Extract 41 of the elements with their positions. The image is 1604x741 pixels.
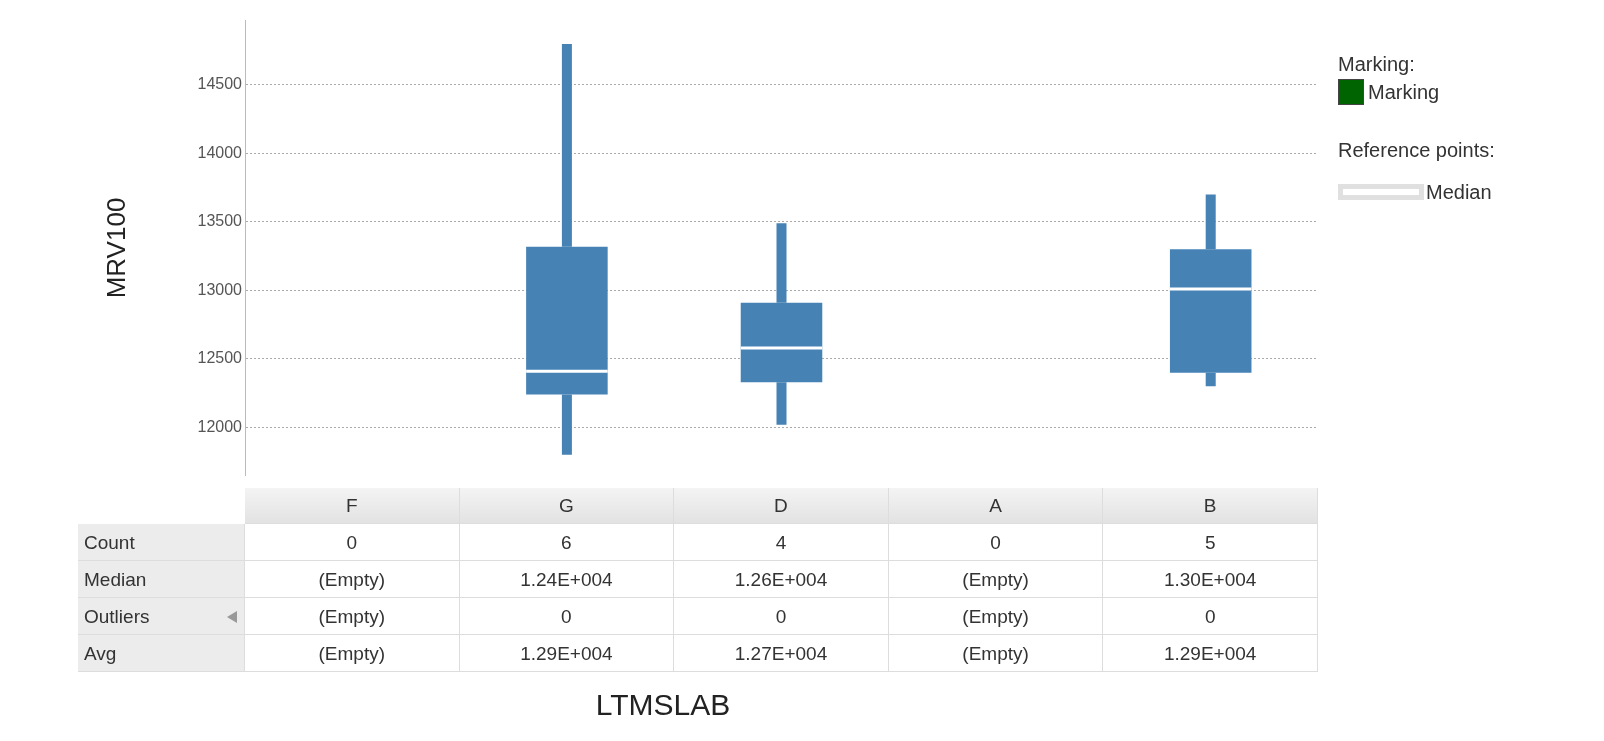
text: 1.29E+004 <box>1163 643 1257 664</box>
text: Avg <box>84 643 117 664</box>
text: 1.27E+004 <box>734 643 828 664</box>
text: 0 <box>561 606 572 627</box>
text: Count <box>84 532 135 553</box>
y-axis-title: MRV100 <box>100 197 131 299</box>
text: (Empty) <box>318 569 386 590</box>
text: 0 <box>775 606 787 627</box>
y-tick-label: 13000 <box>197 280 243 298</box>
text: Marking <box>1368 80 1440 105</box>
text: 6 <box>561 532 572 553</box>
x-tick-label: G <box>459 488 675 524</box>
text: 4 <box>775 532 787 553</box>
text: 1.29E+004 <box>520 643 613 664</box>
text: 0 <box>990 532 1001 553</box>
text: 5 <box>1204 532 1216 553</box>
text: (Empty) <box>962 606 1029 627</box>
text: (Empty) <box>318 643 386 664</box>
text: Median <box>84 569 147 590</box>
y-tick-label: 12500 <box>197 349 243 367</box>
x-tick-label: D <box>674 488 889 524</box>
text: Marking: <box>1338 52 1416 77</box>
text: Median <box>1426 180 1492 205</box>
x-tick-label: F <box>245 488 460 524</box>
text: Outliers <box>84 606 150 627</box>
text: Reference points: <box>1338 138 1495 163</box>
text: 0 <box>346 532 358 553</box>
y-tick-label: 12000 <box>197 417 243 435</box>
text: LTMSLAB <box>594 688 732 722</box>
text: (Empty) <box>318 606 386 627</box>
y-tick-label: 14500 <box>197 75 243 93</box>
y-tick-label: 13500 <box>197 212 243 230</box>
text: (Empty) <box>962 643 1029 664</box>
text: 1.24E+004 <box>520 569 613 590</box>
y-tick-label: 14000 <box>197 143 243 161</box>
x-tick-label: B <box>1103 488 1318 524</box>
text: (Empty) <box>962 569 1029 590</box>
text: 0 <box>1204 606 1216 627</box>
text: 1.26E+004 <box>734 569 828 590</box>
x-tick-label: A <box>888 488 1104 524</box>
text: 1.30E+004 <box>1163 569 1257 590</box>
